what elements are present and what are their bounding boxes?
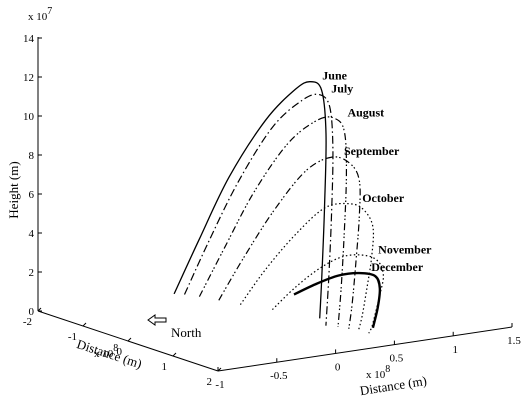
x-tick-label: 1 bbox=[162, 361, 168, 373]
series-line-december bbox=[293, 271, 382, 329]
z-tick-label: 0 bbox=[29, 306, 35, 318]
series-label-december: December bbox=[371, 260, 424, 274]
curves bbox=[173, 81, 385, 334]
y-axis-line bbox=[217, 326, 513, 372]
series-label-november: November bbox=[378, 243, 432, 257]
series-label-october: October bbox=[362, 191, 405, 205]
series-label-june: June bbox=[322, 69, 347, 83]
x-tick-label: -2 bbox=[23, 316, 32, 328]
z-multiplier: x 107 bbox=[28, 6, 52, 23]
z-tick-label: 12 bbox=[23, 72, 34, 84]
z-tick-label: 14 bbox=[23, 33, 35, 45]
series-line-september bbox=[218, 156, 361, 329]
north-arrow-icon bbox=[147, 314, 167, 326]
series-line-june bbox=[173, 81, 327, 319]
z-tick-label: 8 bbox=[29, 150, 35, 162]
x-tick-label: -1 bbox=[68, 331, 77, 343]
y-tick-label: 1 bbox=[452, 344, 458, 356]
series-label-september: September bbox=[344, 144, 400, 158]
z-multiplier-exp: 7 bbox=[47, 6, 52, 17]
z-tick-label: 10 bbox=[23, 111, 35, 123]
z-tick-label: 2 bbox=[29, 267, 35, 279]
y-tick-label: 0.5 bbox=[390, 353, 404, 365]
x-tick-label: 0 bbox=[117, 346, 123, 358]
series-line-july bbox=[183, 93, 334, 326]
y-multiplier-base: x 10 bbox=[366, 369, 386, 381]
north-annotation: North bbox=[147, 314, 202, 340]
y-multiplier-exp: 8 bbox=[385, 364, 390, 375]
y-multiplier: x 108 bbox=[366, 364, 390, 381]
x-tick-label: 2 bbox=[207, 376, 213, 388]
series-label-july: July bbox=[331, 82, 353, 96]
x-tick-mark bbox=[127, 337, 132, 342]
z-axis-label: Height (m) bbox=[6, 161, 21, 218]
x-tick-mark bbox=[82, 322, 87, 327]
x-tick-mark bbox=[37, 307, 42, 312]
y-tick-label: -0.5 bbox=[270, 370, 288, 382]
y-tick-label: 1.5 bbox=[507, 335, 521, 347]
x-multiplier: x 108 bbox=[94, 343, 118, 360]
x-multiplier-exp: 8 bbox=[113, 343, 118, 354]
series-label-august: August bbox=[347, 106, 384, 120]
z-tick-label: 4 bbox=[29, 228, 35, 240]
y-tick-label: -1 bbox=[215, 379, 224, 391]
y-tick-label: 0 bbox=[335, 361, 341, 373]
z-tick-label: 6 bbox=[29, 189, 35, 201]
z-multiplier-base: x 10 bbox=[28, 11, 48, 23]
series-line-october bbox=[239, 202, 375, 332]
x-multiplier-base: x 10 bbox=[94, 348, 114, 360]
x-tick-mark bbox=[172, 352, 177, 357]
north-label: North bbox=[171, 325, 202, 340]
axes bbox=[37, 37, 513, 372]
